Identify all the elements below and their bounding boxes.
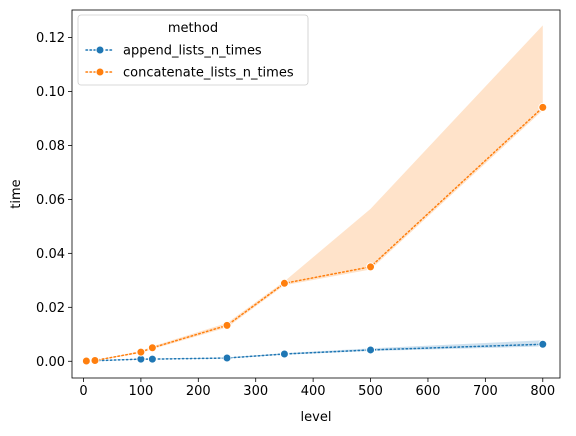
x-axis-label: level: [301, 410, 332, 425]
data-point-1-1: [90, 355, 100, 365]
y-tick-label: 0.12: [36, 31, 65, 46]
series-line-1: [85, 106, 544, 362]
data-point-0-3: [147, 354, 157, 364]
y-tick-label: 0.00: [36, 355, 65, 370]
confidence-band-1: [86, 25, 543, 362]
y-tick-label: 0.08: [36, 139, 65, 154]
x-tick-label: 300: [243, 384, 268, 399]
x-tick-label: 600: [416, 384, 441, 399]
data-point-0-7: [538, 339, 548, 349]
legend-marker-0: [95, 45, 105, 55]
data-point-1-3: [147, 343, 157, 353]
y-tick-label: 0.06: [36, 193, 65, 208]
data-point-1-2: [136, 347, 146, 357]
legend-title: method: [168, 21, 218, 36]
data-point-1-4: [222, 320, 232, 330]
y-tick-label: 0.10: [36, 85, 65, 100]
x-tick-label: 700: [473, 384, 498, 399]
series-line-0: [85, 343, 544, 362]
x-tick-label: 400: [301, 384, 326, 399]
x-tick-label: 500: [358, 384, 383, 399]
legend-label-0: append_lists_n_times: [123, 44, 262, 59]
legend-label-1: concatenate_lists_n_times: [123, 66, 294, 81]
data-point-0-6: [366, 345, 376, 355]
x-tick-label: 800: [530, 384, 555, 399]
legend-box: [77, 14, 309, 86]
data-point-1-5: [279, 278, 289, 288]
plot-frame: [71, 9, 561, 379]
y-tick-label: 0.04: [36, 247, 65, 262]
y-tick-label: 0.02: [36, 301, 65, 316]
data-point-1-0: [81, 356, 91, 366]
y-axis-label: time: [9, 179, 24, 208]
x-tick-label: 200: [186, 384, 211, 399]
data-point-1-6: [366, 262, 376, 272]
legend-marker-1: [95, 67, 105, 77]
data-point-0-5: [279, 349, 289, 359]
x-tick-label: 100: [128, 384, 153, 399]
x-tick-label: 0: [79, 384, 87, 399]
data-point-0-4: [222, 353, 232, 363]
data-point-1-7: [538, 102, 548, 112]
